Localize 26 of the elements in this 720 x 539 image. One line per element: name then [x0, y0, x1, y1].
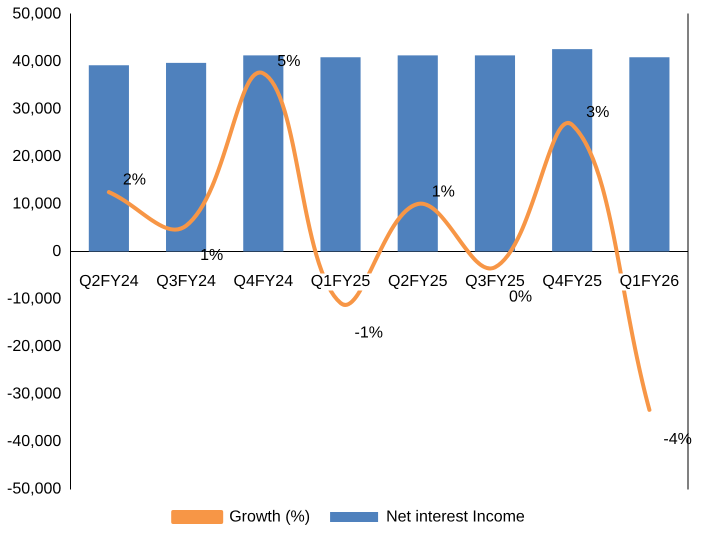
x-tick-label: Q4FY25: [542, 272, 602, 290]
x-tick-label: Q3FY24: [156, 272, 216, 290]
bar: [474, 55, 516, 252]
legend-label: Growth (%): [229, 508, 310, 526]
x-tick-label: Q3FY25: [465, 272, 525, 290]
x-tick-label: Q2FY24: [79, 272, 139, 290]
y-tick-label: 0: [52, 242, 62, 260]
y-tick-label: 10,000: [12, 195, 62, 212]
y-tick-label: 20,000: [12, 148, 62, 165]
data-label: 0%: [508, 288, 532, 306]
y-tick-label: 50,000: [12, 5, 62, 22]
y-tick-label: -20,000: [7, 338, 62, 355]
y-tick-label: -50,000: [7, 480, 62, 498]
data-label: -1%: [354, 324, 383, 342]
y-tick-label: -30,000: [7, 385, 62, 402]
y-tick-label: -40,000: [7, 432, 62, 450]
x-tick-label: Q1FY25: [310, 272, 370, 290]
y-tick-label: 30,000: [12, 100, 62, 118]
y-tick-label: -10,000: [7, 290, 62, 308]
legend-label: Net interest Income: [386, 508, 525, 526]
x-tick-label: Q1FY26: [620, 272, 680, 290]
x-tick-label: Q4FY24: [234, 272, 294, 290]
bar: [320, 57, 361, 252]
bar: [629, 57, 670, 252]
y-tick-label: 40,000: [12, 52, 62, 70]
x-tick-label: Q2FY25: [388, 272, 448, 290]
